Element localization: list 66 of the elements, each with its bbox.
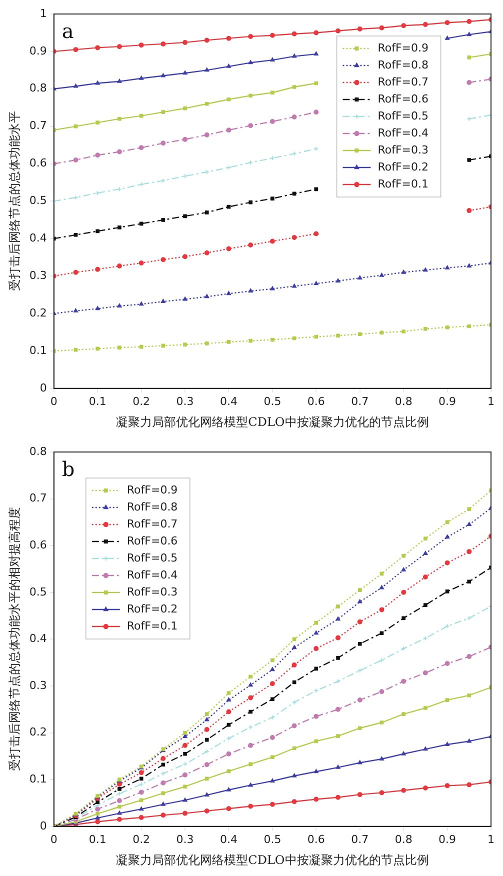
- annotation: b: [62, 457, 75, 481]
- y-tick-label: 0.7: [29, 492, 47, 505]
- x-tick-label: 0.6: [307, 394, 325, 408]
- y-tick-label: 0: [40, 819, 47, 832]
- legend-label: RofF=0.2: [378, 160, 429, 174]
- x-tick-label: 1: [488, 832, 494, 846]
- y-tick-label: 0.2: [29, 726, 47, 739]
- x-tick-label: 1: [488, 394, 494, 408]
- x-tick-label: 0.3: [176, 394, 194, 408]
- x-tick-label: 0: [50, 394, 58, 408]
- y-tick-label: 0: [40, 381, 47, 394]
- y-axis-title: 受打击后网络节点的总体功能水平的相对提高程度: [7, 507, 22, 772]
- y-tick-label: 0.1: [29, 772, 47, 786]
- x-tick-label: 0.4: [220, 394, 238, 408]
- legend-label: RofF=0.8: [126, 500, 178, 514]
- x-tick-label: 0.8: [394, 394, 412, 408]
- x-tick-label: 0.8: [394, 832, 412, 846]
- y-tick-label: 0.4: [29, 232, 47, 244]
- x-tick-label: 0.9: [438, 394, 456, 408]
- y-tick-label: 0.9: [29, 44, 47, 58]
- legend-label: RofF=0.9: [378, 41, 429, 54]
- y-tick-label: 1: [40, 6, 47, 20]
- legend-label: RofF=0.5: [378, 109, 429, 122]
- y-tick-label: 0.5: [29, 585, 47, 598]
- x-tick-label: 0.6: [307, 832, 325, 846]
- y-tick-label: 0.6: [29, 538, 47, 552]
- y-tick-label: 0.3: [29, 268, 47, 282]
- x-axis-title: 凝聚力局部优化网络模型CDLO中按凝聚力优化的节点比例: [116, 414, 429, 429]
- x-tick-label: 0.1: [88, 832, 106, 846]
- y-tick-label: 0.7: [29, 119, 47, 132]
- x-tick-label: 0.7: [351, 832, 369, 846]
- x-tick-label: 0.7: [351, 394, 369, 408]
- x-tick-label: 0.4: [220, 832, 238, 846]
- x-tick-label: 0.2: [132, 394, 150, 408]
- legend-label: RofF=0.4: [126, 568, 178, 582]
- y-tick-label: 0.4: [29, 632, 47, 646]
- legend-label: RofF=0.3: [126, 585, 178, 598]
- x-tick-label: 0.5: [264, 394, 282, 408]
- x-axis-title: 凝聚力局部优化网络模型CDLO中按凝聚力优化的节点比例: [116, 852, 429, 867]
- x-tick-label: 0.2: [132, 832, 150, 846]
- y-tick-label: 0.2: [29, 306, 47, 320]
- y-tick-label: 0.3: [29, 678, 47, 692]
- legend-label: RofF=0.7: [378, 75, 429, 88]
- legend-label: RofF=0.2: [126, 602, 178, 616]
- x-tick-label: 0.3: [176, 832, 194, 846]
- legend-label: RofF=0.7: [126, 517, 178, 530]
- legend-label: RofF=0.9: [126, 483, 178, 496]
- x-tick-label: 0.1: [88, 394, 106, 408]
- legend-label: RofF=0.5: [126, 551, 178, 564]
- legend-label: RofF=0.1: [126, 619, 178, 632]
- legend-label: RofF=0.6: [378, 92, 429, 106]
- x-tick-label: 0.9: [438, 832, 456, 846]
- legend-label: RofF=0.4: [378, 126, 429, 140]
- y-tick-label: 0.1: [29, 344, 47, 357]
- annotation: a: [62, 19, 74, 43]
- legend-label: RofF=0.1: [378, 177, 429, 190]
- y-tick-label: 0.6: [29, 156, 47, 170]
- legend-label: RofF=0.8: [378, 58, 429, 72]
- y-axis-title: 受打击后网络节点的总体功能水平: [7, 111, 22, 292]
- legend-label: RofF=0.6: [126, 534, 178, 548]
- x-tick-label: 0.5: [264, 832, 282, 846]
- y-tick-label: 0.8: [29, 444, 47, 458]
- legend-label: RofF=0.3: [378, 143, 429, 156]
- y-tick-label: 0.8: [29, 82, 47, 95]
- x-tick-label: 0: [50, 832, 58, 846]
- y-tick-label: 0.5: [29, 194, 47, 208]
